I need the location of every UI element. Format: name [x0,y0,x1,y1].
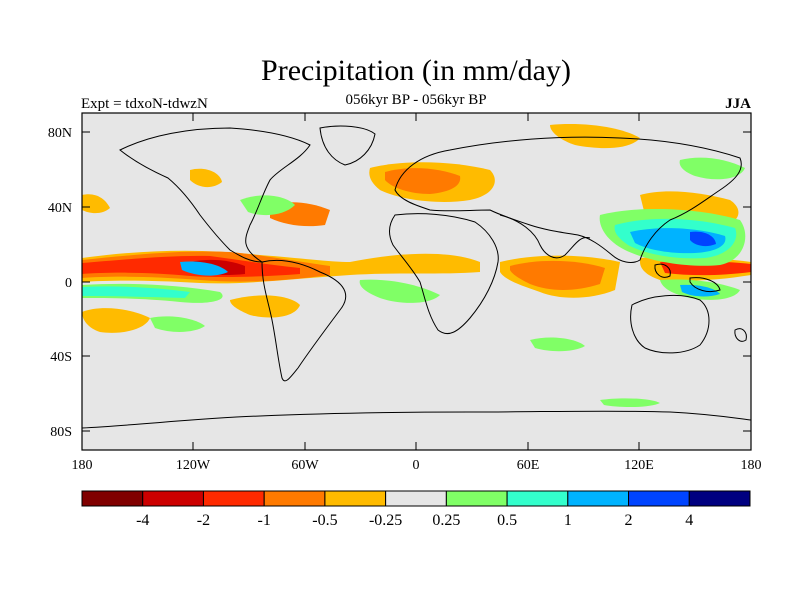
colorbar-label: 4 [685,512,693,529]
colorbar-swatch [324,490,387,507]
colorbar-swatch [628,490,690,507]
south-asia-outline [499,214,591,259]
colorbar-label: 0.5 [497,512,517,529]
greenland-outline [319,125,376,166]
colorbar-swatch [81,490,144,507]
anomaly-patch [82,308,150,333]
south-america-outline [261,259,347,382]
anomaly-patch [230,295,300,318]
x-tick-label: 180 [741,458,762,473]
colorbar-label: -1 [258,512,271,529]
coastlines [82,125,751,429]
anomaly-patch [150,316,205,332]
figure-subtitle: 056kyr BP - 056kyr BP [345,92,486,108]
season-label: JJA [725,96,751,112]
x-tick-label: 0 [413,458,420,473]
colorbar-swatch [445,490,508,507]
y-tick-label: 0 [65,276,72,291]
anomaly-patch [240,195,295,216]
anomaly-patch [550,124,640,149]
colorbar-swatch [142,490,204,507]
colorbar-swatch [567,490,630,507]
colorbar-swatch [506,490,569,507]
x-tick-label: 120E [624,458,654,473]
anomaly-patch [680,284,720,297]
colorbar: -4 -2 -1 -0.5 -0.25 0.25 0.5 1 2 4 [81,490,751,529]
anomaly-patch [82,194,110,214]
colorbar-label: 0.25 [432,512,460,529]
y-tick-label: 80S [50,425,72,440]
eurasia-outline [394,136,742,263]
anomaly-patch [190,168,222,188]
anomaly-patch [385,168,461,194]
map-ticks [82,113,751,450]
anomaly-patch [530,337,585,352]
figure-title: Precipitation (in mm/day) [261,54,571,87]
anomaly-patch [679,157,745,180]
africa-outline [389,213,499,334]
anomaly-patch [690,231,716,247]
anomaly-patch [510,260,605,290]
colorbar-label: -4 [136,512,149,529]
australia-outline [630,295,710,354]
anomaly-patch [359,279,440,303]
y-tick-label: 40N [48,201,72,216]
colorbar-swatch [688,490,751,507]
island-outline [734,328,747,342]
colorbar-label: -0.25 [369,512,402,529]
colorbar-swatch [263,490,326,507]
map-area: 80N 40N 0 40S 80S 180 120W 60W 0 60E 120… [48,112,762,473]
x-tick-label: 120W [176,458,211,473]
x-tick-label: 180 [72,458,93,473]
island-outline [654,263,671,278]
anomaly-patch [180,261,228,276]
colorbar-label: -0.5 [312,512,337,529]
y-tick-label: 80N [48,126,72,141]
island-outline [689,277,721,293]
x-tick-label: 60E [517,458,540,473]
anomaly-patch [600,398,660,408]
colorbar-swatch [385,490,447,507]
colorbar-label: -2 [197,512,210,529]
colorbar-label: 2 [625,512,633,529]
antarctica-outline [82,410,751,429]
colorbar-label: 1 [564,512,572,529]
x-tick-label: 60W [291,458,319,473]
north-america-outline [119,127,311,263]
y-tick-label: 40S [50,350,72,365]
colorbar-swatch [202,490,265,507]
experiment-label: Expt = tdxoN-tdwzN [81,96,208,112]
anomaly-patch [82,286,190,298]
